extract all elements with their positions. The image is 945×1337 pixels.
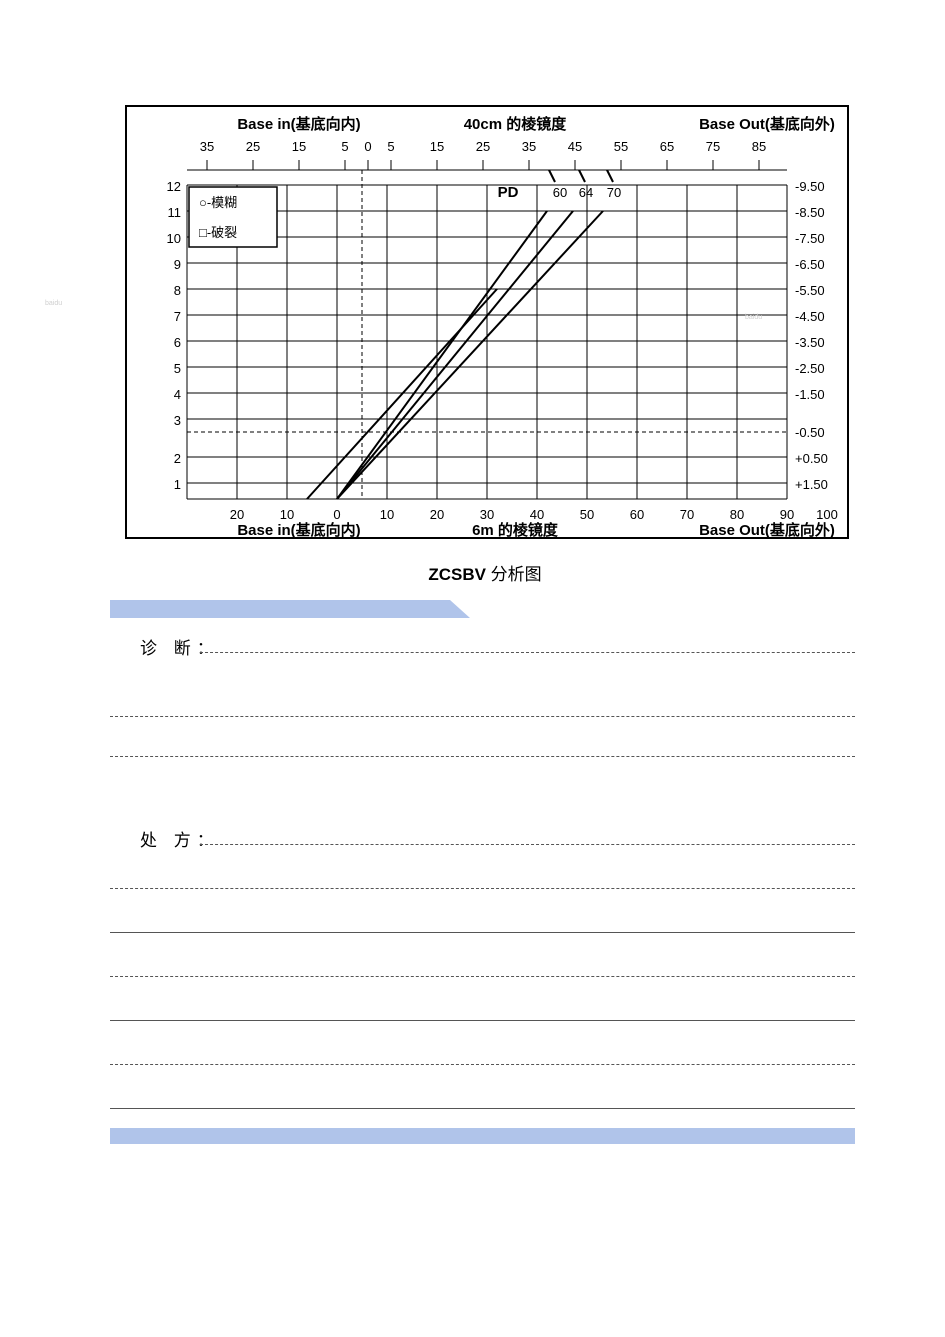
page: baidu Base in(基底向内) 40cm 的棱镜度 Base Out(基… [0, 0, 945, 1337]
top-left-label: Base in(基底向内) [237, 115, 360, 133]
svg-text:5: 5 [341, 139, 348, 154]
top-right-label: Base Out(基底向外) [699, 115, 835, 133]
svg-text:2: 2 [174, 451, 181, 466]
rx-line-7 [110, 1108, 855, 1109]
rx-line-5 [110, 1020, 855, 1021]
svg-text:11: 11 [168, 205, 182, 220]
watermark-left: baidu [45, 300, 62, 307]
svg-text:-3.50: -3.50 [795, 335, 825, 350]
svg-text:0: 0 [333, 507, 340, 522]
svg-text:85: 85 [752, 139, 766, 154]
svg-text:+1.50: +1.50 [795, 477, 828, 492]
svg-text:25: 25 [246, 139, 260, 154]
svg-text:8: 8 [174, 283, 181, 298]
svg-text:-8.50: -8.50 [795, 205, 825, 220]
rx-line-4 [110, 976, 855, 977]
bottom-ticks: 20 10 0 10 20 30 40 50 60 70 80 90 100 [230, 507, 838, 522]
svg-text:60: 60 [630, 507, 644, 522]
svg-text:35: 35 [522, 139, 536, 154]
svg-text:6: 6 [174, 335, 181, 350]
svg-text:40: 40 [530, 507, 544, 522]
blue-bar-bottom [110, 1128, 855, 1144]
svg-text:-0.50: -0.50 [795, 425, 825, 440]
rx-line-2 [110, 888, 855, 889]
svg-text:10: 10 [280, 507, 294, 522]
y-right-labels: -9.50 -8.50 -7.50 -6.50 -5.50 -4.50 -3.5… [795, 179, 828, 492]
svg-text:4: 4 [174, 387, 181, 402]
caption-bold: ZCSBV [428, 565, 486, 584]
svg-text:-5.50: -5.50 [795, 283, 825, 298]
pd-70: 70 [607, 185, 621, 200]
svg-text:1: 1 [174, 477, 181, 492]
svg-text:65: 65 [660, 139, 674, 154]
y-left-labels: 12 11 10 9 8 7 6 5 4 3 2 1 [167, 179, 181, 492]
bottom-center-label: 6m 的棱镜度 [472, 521, 559, 537]
chart-svg: Base in(基底向内) 40cm 的棱镜度 Base Out(基底向外) 3… [127, 107, 847, 537]
diag-line-1 [200, 652, 855, 653]
svg-text:35: 35 [200, 139, 214, 154]
zcsbv-chart: Base in(基底向内) 40cm 的棱镜度 Base Out(基底向外) 3… [125, 105, 849, 539]
svg-text:30: 30 [480, 507, 494, 522]
svg-text:5: 5 [387, 139, 394, 154]
rx-line-3 [110, 932, 855, 933]
top-center-label: 40cm 的棱镜度 [464, 115, 568, 133]
pd-top-marks [549, 170, 613, 182]
svg-text:20: 20 [430, 507, 444, 522]
svg-text:-9.50: -9.50 [795, 179, 825, 194]
svg-text:70: 70 [680, 507, 694, 522]
rx-line-1 [200, 844, 855, 845]
caption-rest: 分析图 [486, 565, 542, 584]
legend-break: □-破裂 [199, 225, 237, 240]
chart-caption: ZCSBV 分析图 [125, 560, 845, 585]
bottom-left-label: Base in(基底向内) [237, 521, 360, 537]
svg-text:-1.50: -1.50 [795, 387, 825, 402]
svg-text:-4.50: -4.50 [795, 309, 825, 324]
svg-text:+0.50: +0.50 [795, 451, 828, 466]
svg-text:50: 50 [580, 507, 594, 522]
watermark-right: baidu [745, 314, 762, 321]
svg-text:80: 80 [730, 507, 744, 522]
svg-text:9: 9 [174, 257, 181, 272]
svg-text:100: 100 [816, 507, 838, 522]
svg-text:5: 5 [174, 361, 181, 376]
legend-blur: ○-模糊 [199, 195, 237, 210]
top-tick-marks [207, 160, 759, 170]
svg-text:10: 10 [380, 507, 394, 522]
diagonal-lines [307, 211, 603, 499]
svg-text:45: 45 [568, 139, 582, 154]
blue-bar-top [110, 600, 470, 618]
pd-label: PD [498, 184, 519, 201]
bottom-right-label: Base Out(基底向外) [699, 521, 835, 537]
svg-text:90: 90 [780, 507, 794, 522]
rx-line-6 [110, 1064, 855, 1065]
svg-text:75: 75 [706, 139, 720, 154]
svg-text:7: 7 [174, 309, 181, 324]
svg-text:3: 3 [174, 413, 181, 428]
svg-text:55: 55 [614, 139, 628, 154]
pd-64: 64 [579, 185, 593, 200]
diag-line-3 [110, 756, 855, 757]
diag-line-2 [110, 716, 855, 717]
svg-text:-6.50: -6.50 [795, 257, 825, 272]
top-ticks: 35 25 15 5 0 5 15 25 35 45 55 65 75 85 [200, 139, 766, 154]
svg-text:-7.50: -7.50 [795, 231, 825, 246]
svg-text:25: 25 [476, 139, 490, 154]
svg-text:12: 12 [167, 179, 181, 194]
svg-text:15: 15 [430, 139, 444, 154]
svg-text:15: 15 [292, 139, 306, 154]
svg-text:10: 10 [167, 231, 181, 246]
section-diagnosis-label: 诊 断： [140, 634, 220, 659]
svg-text:0: 0 [364, 139, 371, 154]
svg-text:20: 20 [230, 507, 244, 522]
pd-60: 60 [553, 185, 567, 200]
section-prescription-label: 处 方： [140, 826, 220, 851]
svg-text:-2.50: -2.50 [795, 361, 825, 376]
